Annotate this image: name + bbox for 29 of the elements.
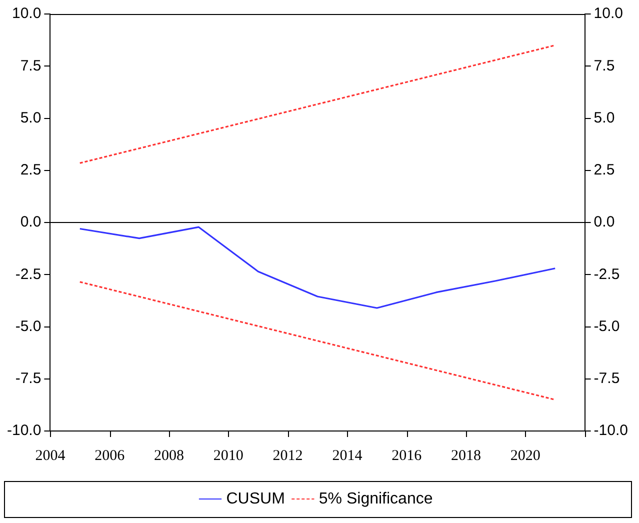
y-tick-label: -7.5 [15, 370, 42, 388]
y-tick-label: 0.0 [20, 214, 42, 231]
y2-tick-label: -7.5 [594, 370, 620, 388]
y-tick-label: -2.5 [15, 266, 42, 283]
legend-label: CUSUM [226, 490, 285, 508]
y-tick-label: -10.0 [6, 422, 42, 440]
x-tick-label: 2018 [451, 448, 482, 464]
legend-label: 5% Significance [318, 490, 433, 508]
x-tick-label: 2016 [392, 448, 422, 464]
y2-tick-label: 7.5 [594, 57, 615, 74]
y2-tick-label: -2.5 [594, 266, 620, 283]
y2-tick-label: 5.0 [594, 109, 615, 126]
y-tick-label: 10.0 [12, 5, 42, 22]
x-tick-label: 2012 [272, 448, 303, 464]
x-tick-label: 2008 [154, 448, 184, 464]
x-tick-label: 2010 [213, 448, 244, 464]
x-tick-label: 2014 [332, 448, 363, 464]
x-tick-label: 2004 [35, 448, 66, 464]
y2-tick-label: 0.0 [594, 214, 615, 231]
y2-tick-label: -5.0 [594, 318, 620, 335]
x-tick-label: 2020 [510, 448, 540, 464]
x-tick-label: 2006 [94, 448, 126, 464]
y-tick-label: 5.0 [20, 109, 42, 126]
y-tick-label: -5.0 [15, 318, 42, 335]
y2-tick-label: -10.0 [594, 422, 628, 440]
y-tick-label: 2.5 [20, 162, 42, 179]
y2-tick-label: 10.0 [594, 5, 624, 22]
y-tick-label: 7.5 [20, 57, 42, 74]
y2-tick-label: 2.5 [594, 162, 615, 179]
